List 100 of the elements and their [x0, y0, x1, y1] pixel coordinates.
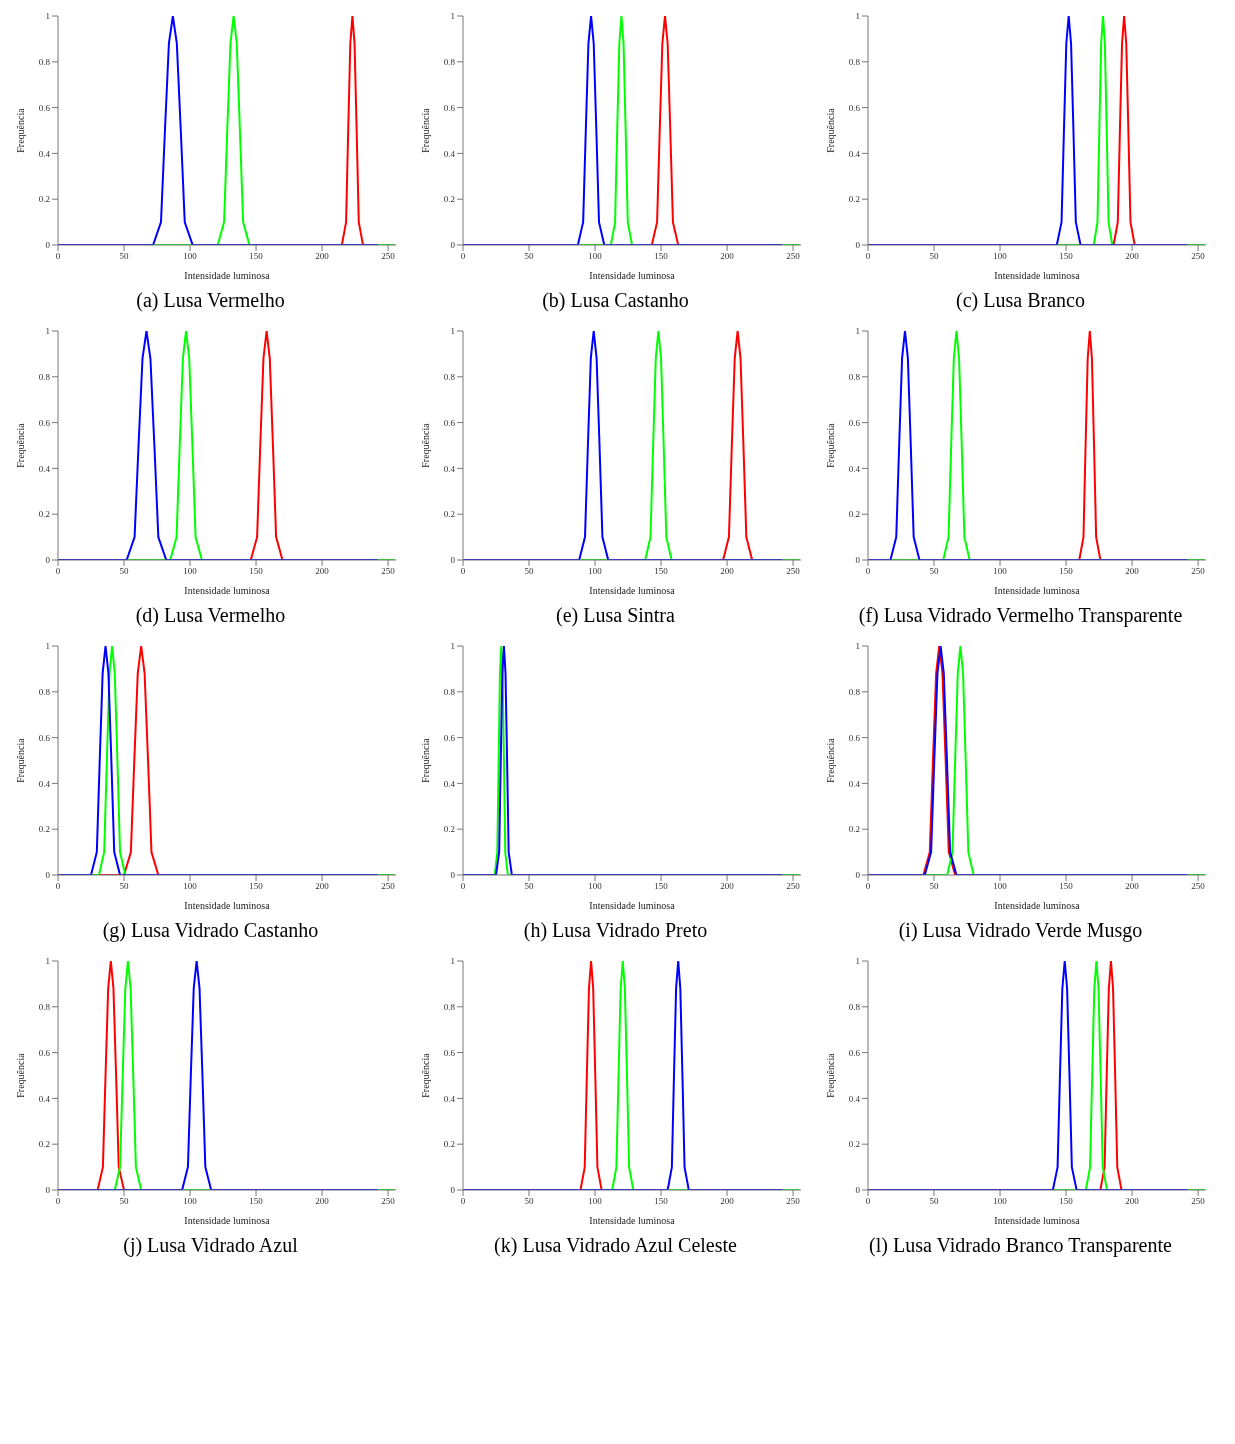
x-tick-label: 150: [1059, 881, 1074, 892]
x-axis-title: Intensidade luminosa: [184, 900, 271, 911]
y-tick-label: 0.6: [443, 732, 456, 743]
y-tick-label: 0.6: [38, 102, 51, 113]
x-tick-label: 50: [929, 251, 940, 262]
y-tick-label: 0.2: [848, 509, 860, 520]
y-tick-label: 0.6: [848, 102, 861, 113]
y-tick-label: 0.4: [443, 463, 456, 474]
x-tick-label: 250: [1191, 251, 1206, 262]
y-tick-label: 0.4: [443, 778, 456, 789]
x-tick-label: 100: [993, 881, 1008, 892]
x-tick-label: 200: [1125, 881, 1140, 892]
y-tick-label: 0.8: [848, 371, 861, 382]
y-tick-label: 1: [450, 956, 455, 967]
x-axis-title: Intensidade luminosa: [994, 585, 1081, 596]
x-tick-label: 0: [460, 251, 466, 262]
y-tick-label: 0: [855, 870, 861, 881]
y-tick-label: 1: [45, 11, 50, 22]
y-axis-title: Frequência: [419, 737, 431, 783]
y-tick-label: 1: [855, 326, 860, 337]
x-tick-label: 100: [588, 566, 603, 577]
x-tick-label: 250: [786, 251, 801, 262]
y-tick-label: 0: [45, 870, 51, 881]
x-tick-label: 100: [588, 881, 603, 892]
x-tick-label: 100: [993, 566, 1008, 577]
y-tick-label: 0: [855, 240, 861, 251]
x-axis-title: Intensidade luminosa: [994, 1215, 1081, 1226]
y-tick-label: 0.6: [38, 1047, 51, 1058]
x-axis-title: Intensidade luminosa: [589, 900, 676, 911]
x-axis-title: Intensidade luminosa: [994, 900, 1081, 911]
text: (j) Lusa Vidrado Azul: [122, 1233, 299, 1258]
text: (g) Lusa Vidrado Castanho: [101, 918, 320, 943]
x-tick-label: 200: [1125, 251, 1140, 262]
x-tick-label: 50: [524, 881, 535, 892]
y-tick-label: 0.6: [443, 102, 456, 113]
y-tick-label: 0.8: [848, 686, 861, 697]
x-tick-label: 150: [249, 566, 264, 577]
x-tick-label: 150: [1059, 1196, 1074, 1207]
x-tick-label: 150: [1059, 566, 1074, 577]
y-tick-label: 0.2: [443, 824, 455, 835]
y-tick-label: 0.2: [38, 194, 50, 205]
x-tick-label: 250: [381, 566, 396, 577]
x-tick-label: 50: [119, 566, 130, 577]
y-tick-label: 0.8: [848, 56, 861, 67]
y-axis-title: Frequência: [824, 107, 836, 153]
x-tick-label: 200: [315, 1196, 330, 1207]
y-tick-label: 0.2: [848, 824, 860, 835]
y-tick-label: 0.2: [38, 509, 50, 520]
y-tick-label: 0.4: [38, 778, 51, 789]
x-tick-label: 250: [786, 566, 801, 577]
x-axis-title: Intensidade luminosa: [589, 585, 676, 596]
x-tick-label: 200: [315, 881, 330, 892]
x-axis-title: Intensidade luminosa: [184, 585, 271, 596]
x-tick-label: 100: [588, 1196, 603, 1207]
x-tick-label: 100: [183, 566, 198, 577]
y-tick-label: 0.8: [38, 56, 51, 67]
x-tick-label: 150: [654, 251, 669, 262]
x-tick-label: 150: [1059, 251, 1074, 262]
y-tick-label: 0.4: [38, 148, 51, 159]
x-tick-label: 0: [865, 1196, 871, 1207]
y-axis-title: Frequência: [824, 1052, 836, 1098]
x-tick-label: 0: [865, 566, 871, 577]
text: (c) Lusa Branco: [955, 288, 1086, 313]
x-tick-label: 250: [1191, 881, 1206, 892]
x-axis-title: Intensidade luminosa: [184, 270, 271, 281]
x-tick-label: 0: [55, 881, 61, 892]
x-tick-label: 100: [993, 251, 1008, 262]
x-tick-label: 200: [1125, 566, 1140, 577]
y-tick-label: 0.8: [38, 371, 51, 382]
y-tick-label: 0.6: [443, 417, 456, 428]
x-tick-label: 0: [55, 1196, 61, 1207]
y-tick-label: 1: [45, 641, 50, 652]
y-tick-label: 0.8: [443, 686, 456, 697]
y-tick-label: 0.2: [443, 509, 455, 520]
x-tick-label: 100: [588, 251, 603, 262]
y-tick-label: 0.4: [848, 778, 861, 789]
text: (f) Lusa Vidrado Vermelho Transparente: [857, 603, 1184, 628]
y-axis-title: Frequência: [419, 422, 431, 468]
y-tick-label: 0.2: [38, 1139, 50, 1150]
x-tick-label: 0: [460, 881, 466, 892]
y-tick-label: 0.6: [848, 1047, 861, 1058]
y-axis-title: Frequência: [419, 107, 431, 153]
y-tick-label: 0.4: [848, 463, 861, 474]
x-tick-label: 200: [720, 251, 735, 262]
y-tick-label: 0: [450, 870, 456, 881]
text: (e) Lusa Sintra: [555, 603, 676, 628]
x-tick-label: 200: [720, 566, 735, 577]
x-axis-title: Intensidade luminosa: [589, 1215, 676, 1226]
x-tick-label: 0: [55, 251, 61, 262]
text: (k) Lusa Vidrado Azul Celeste: [493, 1233, 738, 1258]
y-tick-label: 0: [450, 555, 456, 566]
text: (h) Lusa Vidrado Preto: [522, 918, 709, 943]
x-tick-label: 250: [381, 881, 396, 892]
y-tick-label: 0.2: [848, 1139, 860, 1150]
x-tick-label: 200: [1125, 1196, 1140, 1207]
x-tick-label: 0: [460, 566, 466, 577]
y-axis-title: Frequência: [14, 107, 26, 153]
x-tick-label: 50: [524, 1196, 535, 1207]
x-tick-label: 0: [460, 1196, 466, 1207]
y-tick-label: 0.8: [38, 686, 51, 697]
